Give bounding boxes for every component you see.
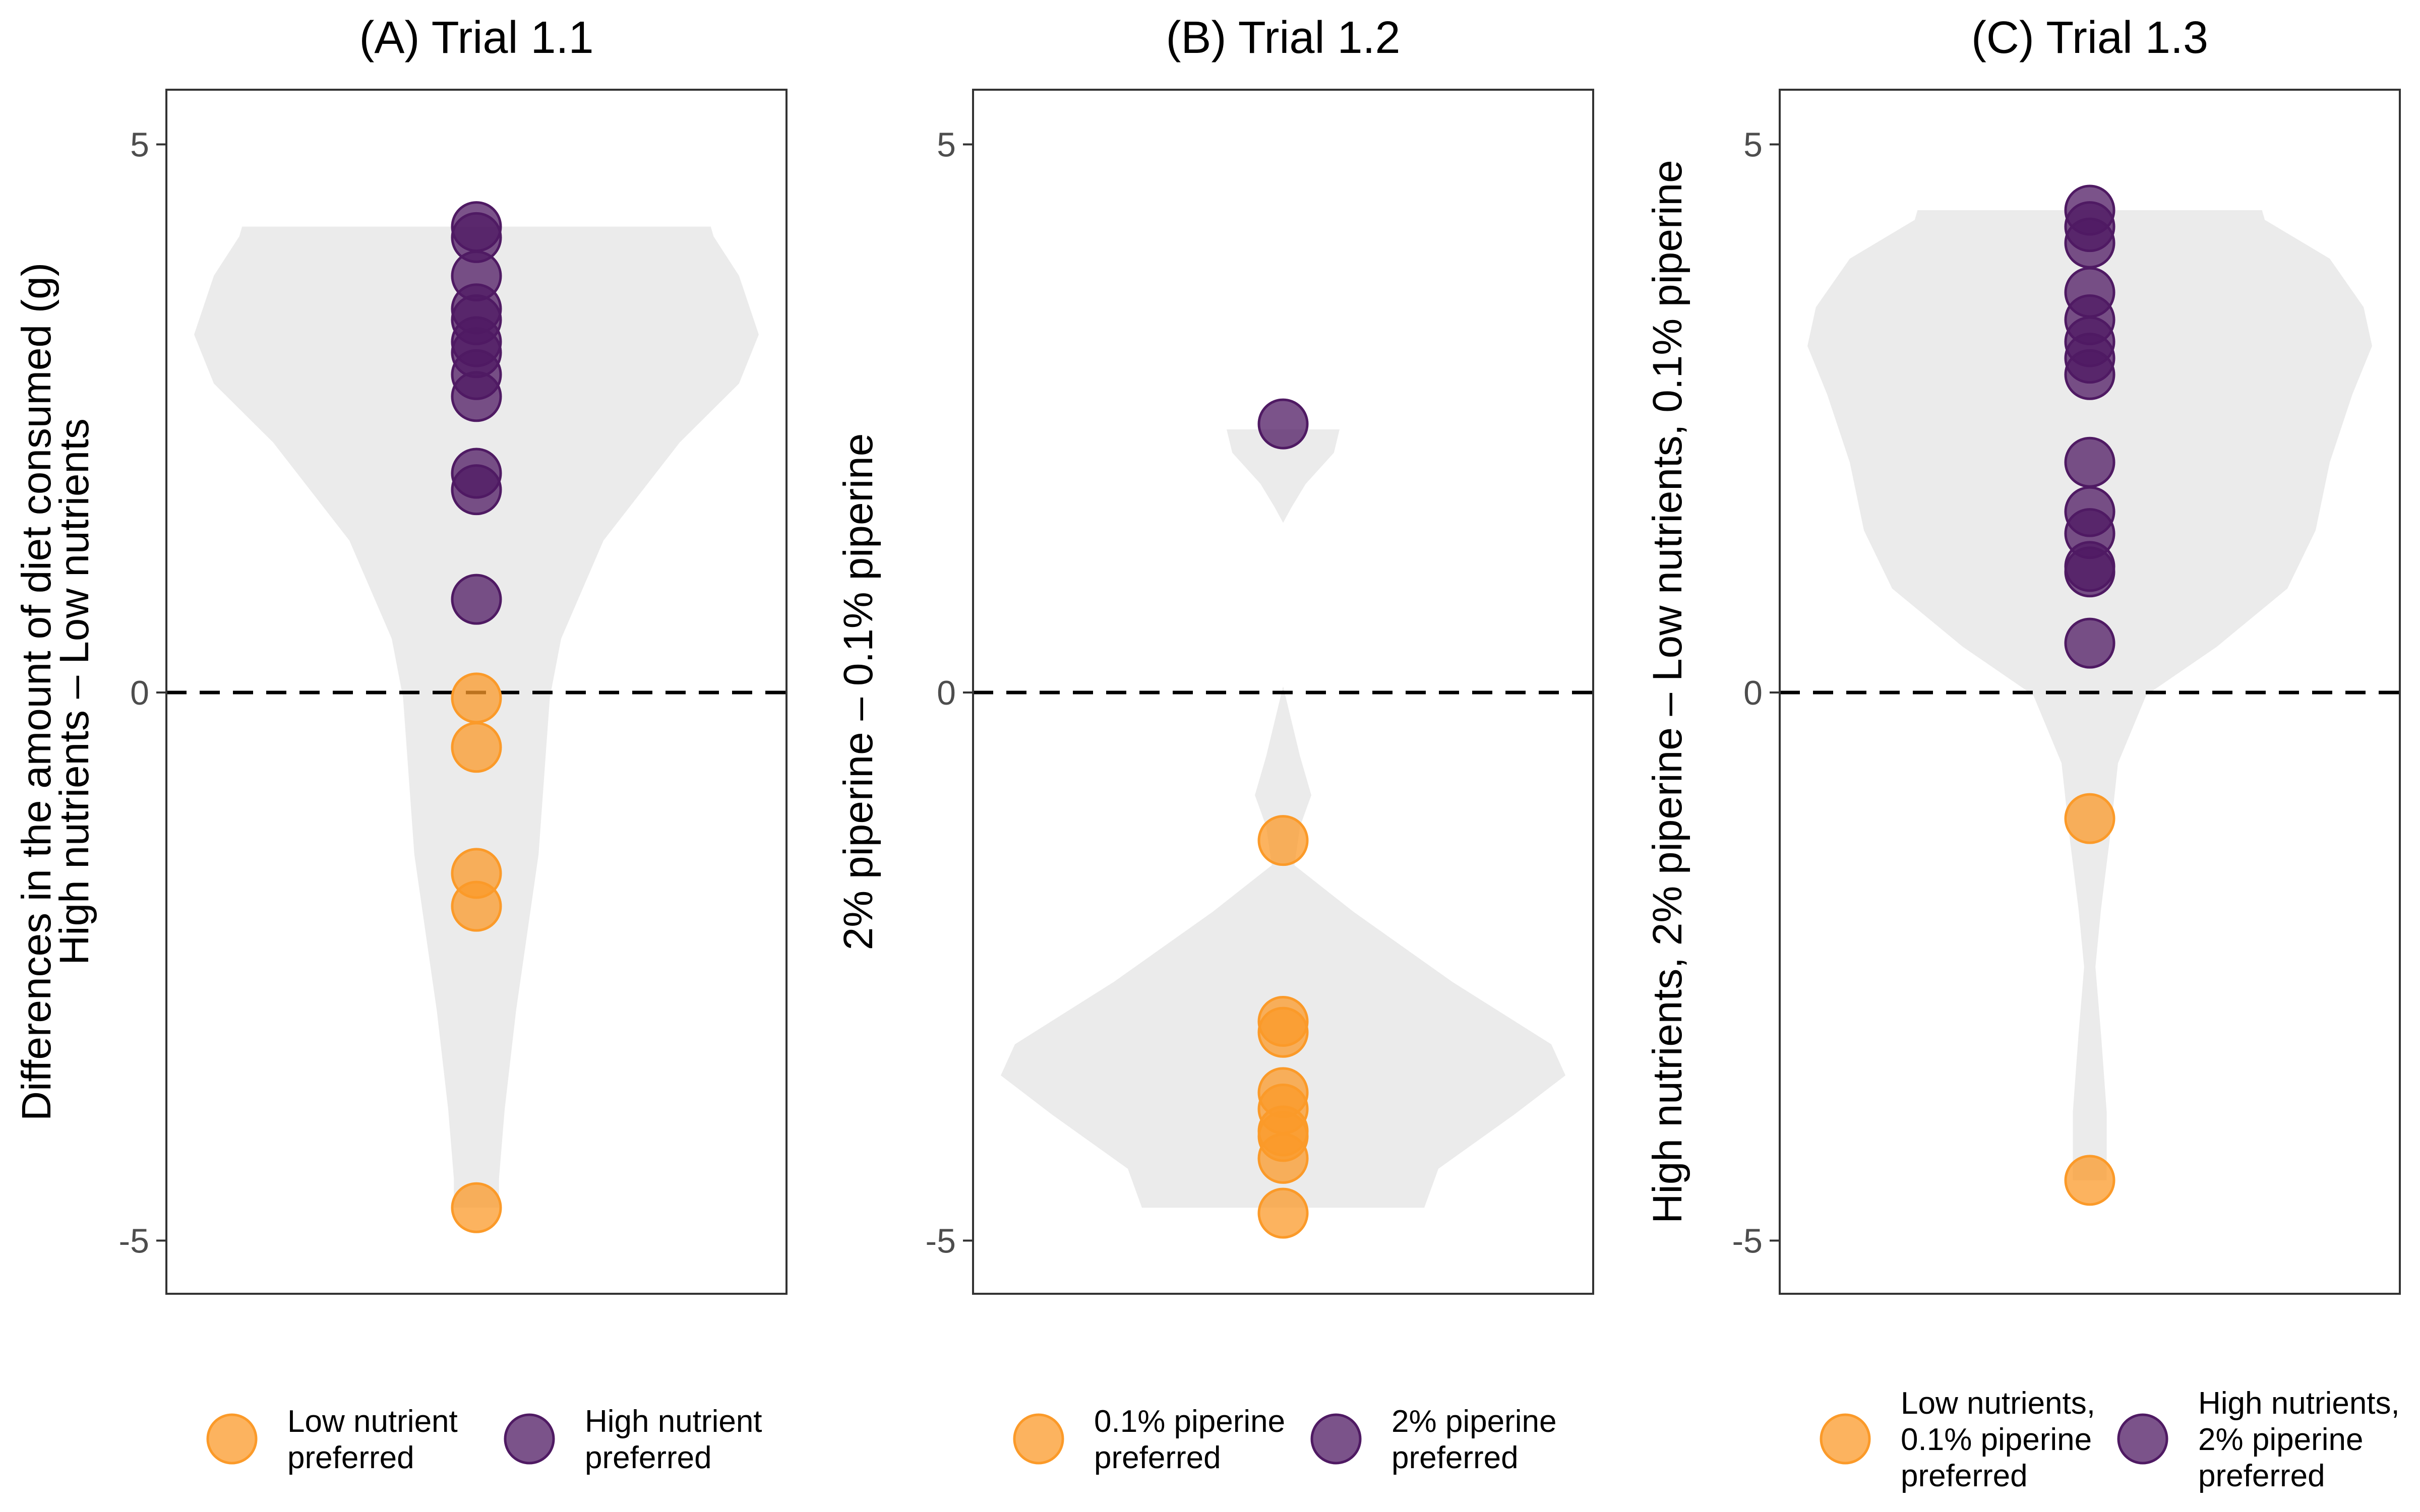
panel-title: (A) Trial 1.1 bbox=[359, 13, 593, 63]
legend-key-high bbox=[2117, 1413, 2168, 1465]
y-axis-label: 2% piperine – 0.1% piperine bbox=[835, 433, 881, 951]
legend-label: preferred bbox=[287, 1440, 414, 1475]
data-point-low bbox=[1257, 815, 1309, 866]
legend-key-high bbox=[504, 1413, 555, 1465]
data-point-high bbox=[1257, 398, 1309, 450]
panel-c: (C) Trial 1.3 5 0 -5 High nutrients, 2% pipe… bbox=[1645, 13, 2401, 1493]
y-tick-label: 0 bbox=[130, 674, 149, 712]
legend-label: 2% piperine bbox=[1392, 1404, 1556, 1439]
legend-key-low bbox=[1013, 1413, 1064, 1465]
y-axis-label: Differences in the amount of diet consum… bbox=[14, 263, 59, 1121]
legend-key-low bbox=[206, 1413, 258, 1465]
legend-label: 0.1% piperine bbox=[1094, 1404, 1285, 1439]
legend-label: 0.1% piperine bbox=[1901, 1422, 2092, 1457]
y-tick-label: 5 bbox=[130, 126, 149, 164]
data-point-low bbox=[1257, 1006, 1309, 1058]
data-point-low bbox=[451, 1182, 502, 1233]
legend-label: preferred bbox=[2198, 1459, 2325, 1493]
data-point-low bbox=[451, 672, 502, 724]
data-point-low bbox=[1257, 1187, 1309, 1239]
legend-label: High nutrient bbox=[585, 1404, 762, 1439]
data-point-low bbox=[451, 722, 502, 773]
legend-label: Low nutrient bbox=[287, 1404, 458, 1439]
y-tick-label: 5 bbox=[1743, 126, 1763, 164]
data-point-low bbox=[2064, 793, 2115, 844]
data-point-high bbox=[2064, 546, 2115, 598]
y-tick-label: 5 bbox=[937, 126, 956, 164]
legend-key-high bbox=[1310, 1413, 1362, 1465]
data-point-low bbox=[1257, 1132, 1309, 1184]
data-point-high bbox=[2064, 349, 2115, 400]
legend-label: High nutrients, bbox=[2198, 1386, 2400, 1421]
data-point-high bbox=[2064, 217, 2115, 269]
panel-title: (C) Trial 1.3 bbox=[1971, 13, 2208, 63]
y-tick-label: -5 bbox=[1732, 1222, 1763, 1261]
legend-key-low bbox=[1820, 1413, 1871, 1465]
data-point-low bbox=[2064, 1155, 2115, 1206]
legend-label: preferred bbox=[1901, 1459, 2028, 1493]
panel-a: (A) Trial 1.1 5 0 -5 Differences in the amou… bbox=[14, 13, 788, 1475]
y-tick-label: -5 bbox=[119, 1222, 149, 1261]
legend: Low nutrients,0.1% piperinepreferredHigh… bbox=[1820, 1386, 2400, 1493]
panel-b: (B) Trial 1.2 5 0 -5 2% piperine – 0.1% pipe… bbox=[835, 13, 1594, 1475]
legend-label: 2% piperine bbox=[2198, 1422, 2363, 1457]
y-tick-label: 0 bbox=[937, 674, 956, 712]
legend-label: preferred bbox=[1094, 1440, 1221, 1475]
legend-label: Low nutrients, bbox=[1901, 1386, 2095, 1421]
y-axis-label: High nutrients – Low nutrients bbox=[51, 418, 97, 965]
data-point-high bbox=[451, 371, 502, 422]
y-tick-label: 0 bbox=[1743, 674, 1763, 712]
panel-title: (B) Trial 1.2 bbox=[1166, 13, 1400, 63]
data-point-high bbox=[451, 574, 502, 625]
data-point-high bbox=[451, 464, 502, 516]
legend-label: preferred bbox=[585, 1440, 712, 1475]
legend-label: preferred bbox=[1392, 1440, 1519, 1475]
y-axis-label: High nutrients, 2% piperine – Low nutrie… bbox=[1645, 160, 1690, 1223]
data-point-high bbox=[2064, 617, 2115, 669]
y-tick-label: -5 bbox=[926, 1222, 956, 1261]
violin-shape bbox=[1807, 210, 2372, 1180]
data-point-high bbox=[2064, 436, 2115, 488]
data-point-low bbox=[451, 880, 502, 932]
